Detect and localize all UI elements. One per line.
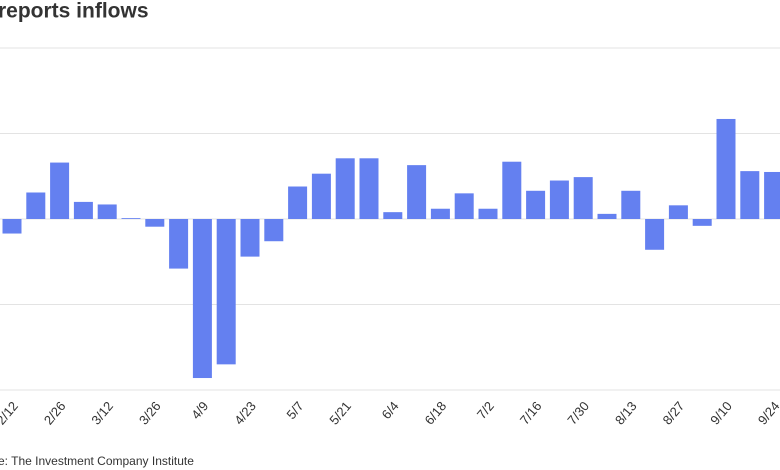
x-tick-label: 5/21 [326,398,354,427]
x-tick-label: 7/2 [474,398,497,421]
x-tick-label: 2/12 [0,398,21,427]
bar [621,190,641,219]
x-tick-label: 4/9 [188,398,211,421]
bar [454,193,474,219]
bar [121,218,141,219]
x-tick-label: 4/23 [231,398,259,427]
bar [169,219,189,269]
bar [264,219,284,242]
bar [26,192,46,219]
bar [192,219,212,379]
x-tick-label: 9/10 [707,398,735,427]
x-tick-label: 7/16 [517,398,545,427]
x-tick-label: 3/26 [136,398,164,427]
bar [645,219,665,250]
x-tick-label: 3/12 [88,398,116,427]
bar [97,204,117,219]
x-tick-label: 6/4 [379,398,402,421]
x-tick-label: 2/26 [41,398,69,427]
bar [288,186,308,219]
bar [359,158,379,219]
bar [216,219,236,365]
bar [73,201,93,219]
bar [526,190,546,219]
bar [430,208,450,219]
bar [597,213,617,219]
bar [573,177,593,219]
x-tick-label: 8/27 [660,398,688,427]
bar [145,219,165,227]
bar [50,162,70,219]
x-tick-label: 9/24 [755,398,780,427]
bar [502,161,522,219]
bar [407,165,427,219]
bar [478,208,498,219]
bar [311,173,331,219]
bar [668,205,688,219]
bar [764,171,780,219]
bar [335,158,355,219]
bar [240,219,260,257]
x-tick-label: 8/13 [612,398,640,427]
bar [740,171,760,219]
x-tick-label: 5/7 [283,398,306,421]
bar [549,180,569,219]
chart-title: reports inflows [0,0,149,23]
source: e: The Investment Company Institute [0,454,194,468]
bar [716,118,736,219]
bar [2,219,22,234]
bar [383,212,403,219]
x-tick-label: 6/18 [422,398,450,427]
bar [692,219,712,226]
x-tick-label: 7/30 [564,398,592,427]
